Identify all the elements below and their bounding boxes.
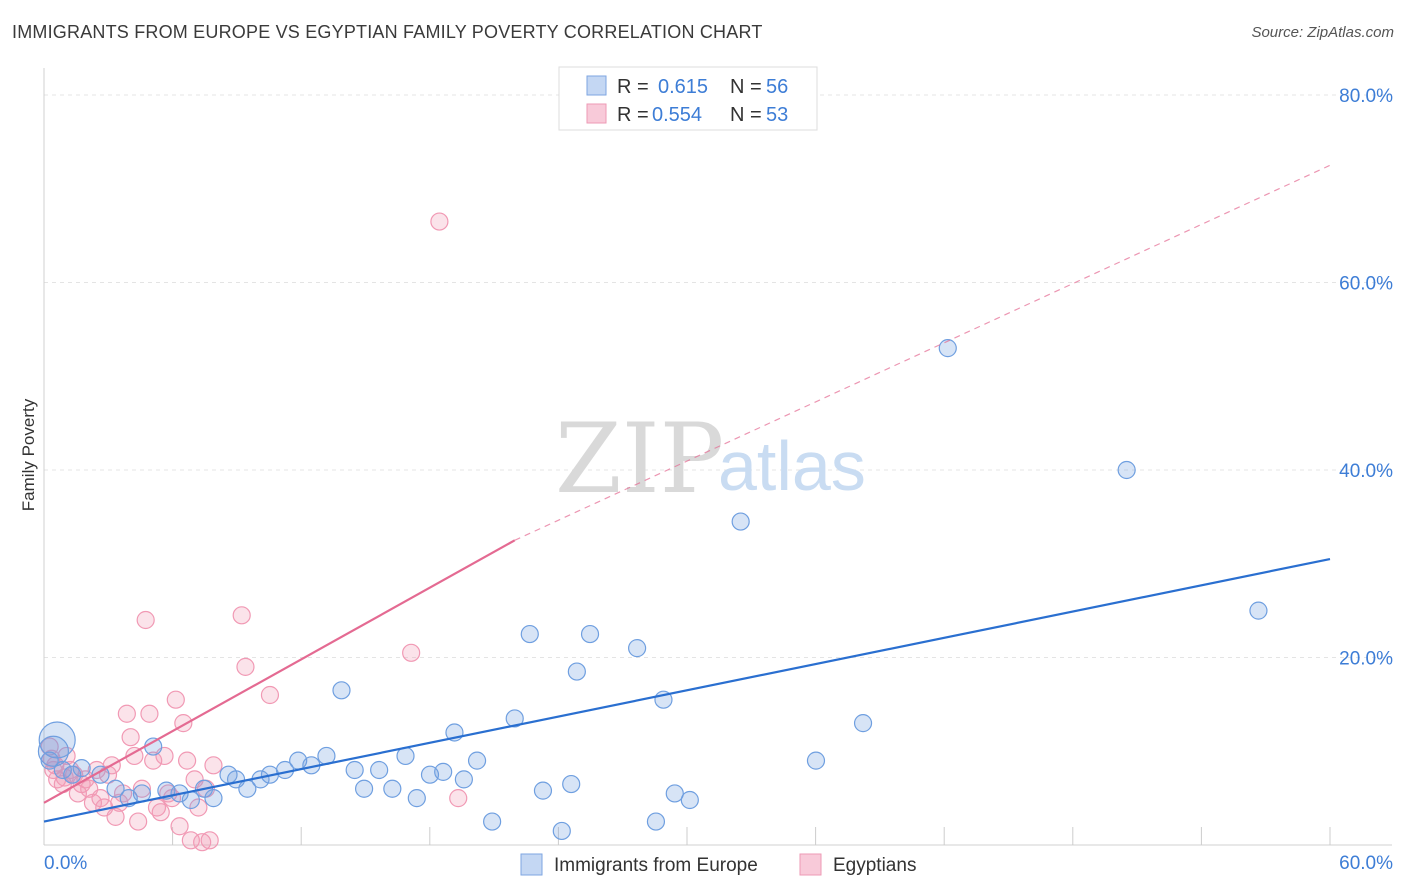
- europe-point-47: [665, 784, 684, 803]
- egypt-r-label: R =: [617, 104, 649, 126]
- europe-point-1: [38, 721, 76, 759]
- europe-point-28: [383, 779, 402, 798]
- europe-point-50: [806, 751, 826, 770]
- egypt-point-34: [166, 690, 185, 709]
- egypt-point-24: [129, 812, 148, 831]
- egypt-point-46: [236, 657, 255, 676]
- europe-point-24: [332, 681, 351, 700]
- europe-point-6: [106, 779, 125, 798]
- egypt-trend-line: [43, 539, 516, 804]
- y-tick-label-2: 60.0%: [1339, 274, 1393, 295]
- grid-lines: [44, 94, 1392, 658]
- europe-point-54: [1249, 601, 1268, 620]
- europe-point-36: [483, 812, 502, 831]
- x-tick-label-1: 60.0%: [1339, 853, 1393, 874]
- y-tick-label-1: 40.0%: [1339, 461, 1393, 482]
- egypt-point-41: [193, 833, 212, 852]
- europe-trend-line: [43, 557, 1331, 823]
- egypt-point-18: [106, 807, 125, 826]
- europe-point-0: [37, 735, 70, 767]
- europe-point-14: [204, 789, 223, 808]
- europe-point-45: [646, 812, 666, 831]
- y-tick-label-3: 80.0%: [1339, 86, 1393, 107]
- europe-point-41: [562, 774, 581, 794]
- europe-r-value: 0.615: [658, 76, 708, 98]
- egypt-point-22: [121, 728, 140, 747]
- europe-point-9: [144, 737, 163, 756]
- egypt-point-43: [200, 831, 219, 850]
- europe-r-label: R =: [617, 76, 649, 98]
- egypt-point-30: [151, 803, 170, 822]
- europe-point-44: [628, 639, 647, 658]
- egypt-point-21: [117, 704, 136, 723]
- y-tick-label-0: 20.0%: [1339, 649, 1393, 670]
- europe-point-48: [680, 790, 699, 810]
- europe-point-2: [53, 760, 72, 780]
- egypt-trend-extension: [514, 164, 1331, 541]
- europe-point-4: [72, 759, 91, 778]
- egypt-point-25: [132, 779, 152, 798]
- europe-point-43: [580, 624, 600, 644]
- europe-point-25: [345, 760, 364, 780]
- source-label: Source: ZipAtlas.com: [1251, 24, 1394, 41]
- egypt-series-swatch: [799, 853, 822, 876]
- egypt-legend-swatch: [586, 103, 607, 124]
- watermark-atlas: atlas: [718, 427, 866, 505]
- egypt-point-48: [402, 643, 421, 662]
- egypt-point-45: [232, 606, 251, 625]
- egypt-point-14: [91, 789, 110, 808]
- europe-series-label: Immigrants from Europe: [554, 855, 758, 876]
- egypt-point-37: [177, 751, 197, 770]
- watermark: ZIP atlas: [555, 403, 866, 515]
- egypt-n-value: 53: [766, 104, 788, 126]
- europe-point-34: [454, 770, 473, 789]
- egypt-point-40: [189, 798, 208, 817]
- egypt-n-label: N =: [730, 104, 762, 126]
- tick-labels: 20.0% 40.0% 60.0% 80.0% 0.0% 60.0%: [44, 86, 1393, 874]
- europe-point-49: [731, 512, 750, 531]
- trend-lines: [43, 164, 1331, 823]
- europe-point-51: [853, 714, 873, 733]
- europe-point-30: [407, 789, 426, 808]
- watermark-zip: ZIP: [555, 403, 724, 515]
- egypt-point-28: [144, 751, 163, 770]
- chart-title: IMMIGRANTS FROM EUROPE VS EGYPTIAN FAMIL…: [12, 22, 763, 42]
- europe-point-38: [520, 624, 539, 644]
- egypt-point-44: [204, 756, 223, 775]
- egypt-point-49: [430, 212, 449, 231]
- europe-point-42: [567, 662, 586, 681]
- egypt-r-value: 0.554: [652, 104, 702, 126]
- y-axis-label: Family Poverty: [19, 398, 38, 511]
- europe-point-52: [938, 339, 957, 358]
- europe-n-value: 56: [766, 76, 788, 98]
- europe-point-53: [1117, 460, 1136, 480]
- stats-legend: R = 0.615 N = 56 R = 0.554 N = 53: [558, 66, 818, 131]
- x-tick-label-0: 0.0%: [44, 853, 87, 874]
- europe-point-40: [552, 821, 571, 841]
- europe-point-39: [533, 781, 553, 800]
- europe-series-swatch: [520, 853, 543, 876]
- europe-n-label: N =: [730, 76, 762, 98]
- europe-point-37: [505, 709, 524, 728]
- egypt-point-26: [136, 610, 155, 630]
- europe-point-35: [467, 751, 487, 770]
- europe-legend-swatch: [586, 75, 607, 96]
- europe-point-26: [354, 779, 374, 798]
- egypt-point-50: [449, 789, 468, 808]
- egypt-point-47: [260, 685, 280, 705]
- series-legend: Immigrants from Europe Egyptians: [520, 853, 916, 876]
- europe-point-3: [63, 765, 82, 784]
- europe-point-32: [434, 762, 453, 781]
- axes: [43, 68, 1392, 846]
- egypt-point-38: [181, 831, 200, 850]
- europe-point-5: [91, 765, 110, 784]
- egypt-point-35: [170, 817, 189, 836]
- europe-point-55: [40, 751, 59, 770]
- europe-point-27: [370, 760, 389, 780]
- egypt-point-27: [140, 704, 159, 723]
- egypt-series-label: Egyptians: [833, 855, 916, 876]
